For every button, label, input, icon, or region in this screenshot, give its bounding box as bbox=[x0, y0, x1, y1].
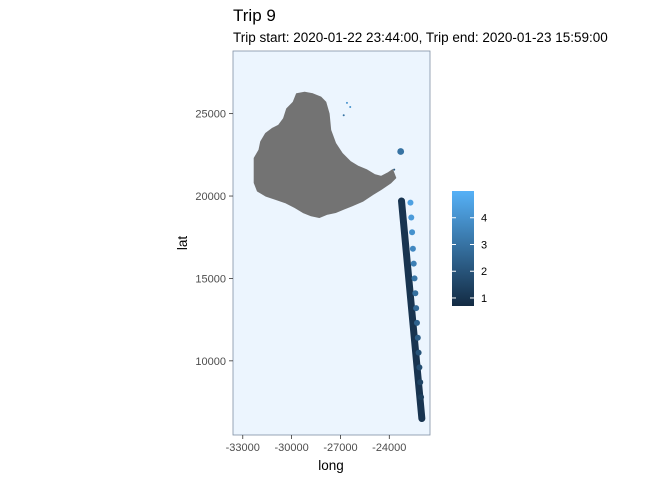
chart-subtitle: Trip start: 2020-01-22 23:44:00, Trip en… bbox=[233, 30, 608, 45]
y-tick-label: 10000 bbox=[195, 356, 226, 368]
data-point bbox=[349, 106, 352, 109]
x-axis-title: long bbox=[318, 458, 344, 473]
data-point bbox=[345, 101, 348, 104]
plot-panel bbox=[232, 50, 431, 436]
data-point bbox=[407, 199, 414, 206]
data-point bbox=[415, 349, 422, 356]
legend-label: 1 bbox=[481, 293, 487, 305]
data-point bbox=[417, 379, 424, 386]
data-point bbox=[413, 319, 420, 326]
y-axis: 10000 15000 20000 25000 bbox=[195, 109, 233, 368]
data-point bbox=[397, 148, 405, 155]
x-tick-label: -27000 bbox=[323, 442, 357, 454]
data-point bbox=[409, 245, 416, 252]
x-tick-label: -33000 bbox=[226, 442, 260, 454]
data-point bbox=[416, 364, 423, 371]
land-layer bbox=[253, 91, 397, 218]
data-point bbox=[418, 394, 425, 401]
data-point bbox=[414, 334, 421, 341]
legend-label: 3 bbox=[481, 239, 487, 251]
y-axis-title: lat bbox=[175, 236, 190, 251]
legend-colorbar bbox=[452, 191, 474, 306]
x-tick-label: -24000 bbox=[372, 442, 406, 454]
legend-label: 2 bbox=[481, 266, 487, 278]
data-point bbox=[411, 275, 418, 282]
data-point bbox=[413, 305, 420, 312]
data-point bbox=[408, 214, 415, 221]
y-tick-label: 15000 bbox=[195, 273, 226, 285]
y-tick-label: 20000 bbox=[195, 191, 226, 203]
data-point bbox=[409, 229, 416, 236]
chart-title: Trip 9 bbox=[233, 6, 276, 25]
legend-label: 4 bbox=[481, 213, 487, 225]
data-point bbox=[342, 114, 345, 117]
x-tick-label: -30000 bbox=[274, 442, 308, 454]
x-axis: -33000 -30000 -27000 -24000 bbox=[226, 435, 406, 454]
data-point bbox=[410, 260, 417, 267]
y-tick-label: 25000 bbox=[195, 109, 226, 121]
legend-ticks: 1 2 3 4 bbox=[452, 213, 487, 305]
land-shape bbox=[253, 91, 397, 218]
color-legend: 1 2 3 4 bbox=[452, 191, 487, 306]
points-layer bbox=[342, 101, 426, 423]
data-point bbox=[412, 290, 419, 297]
data-point bbox=[393, 168, 396, 171]
